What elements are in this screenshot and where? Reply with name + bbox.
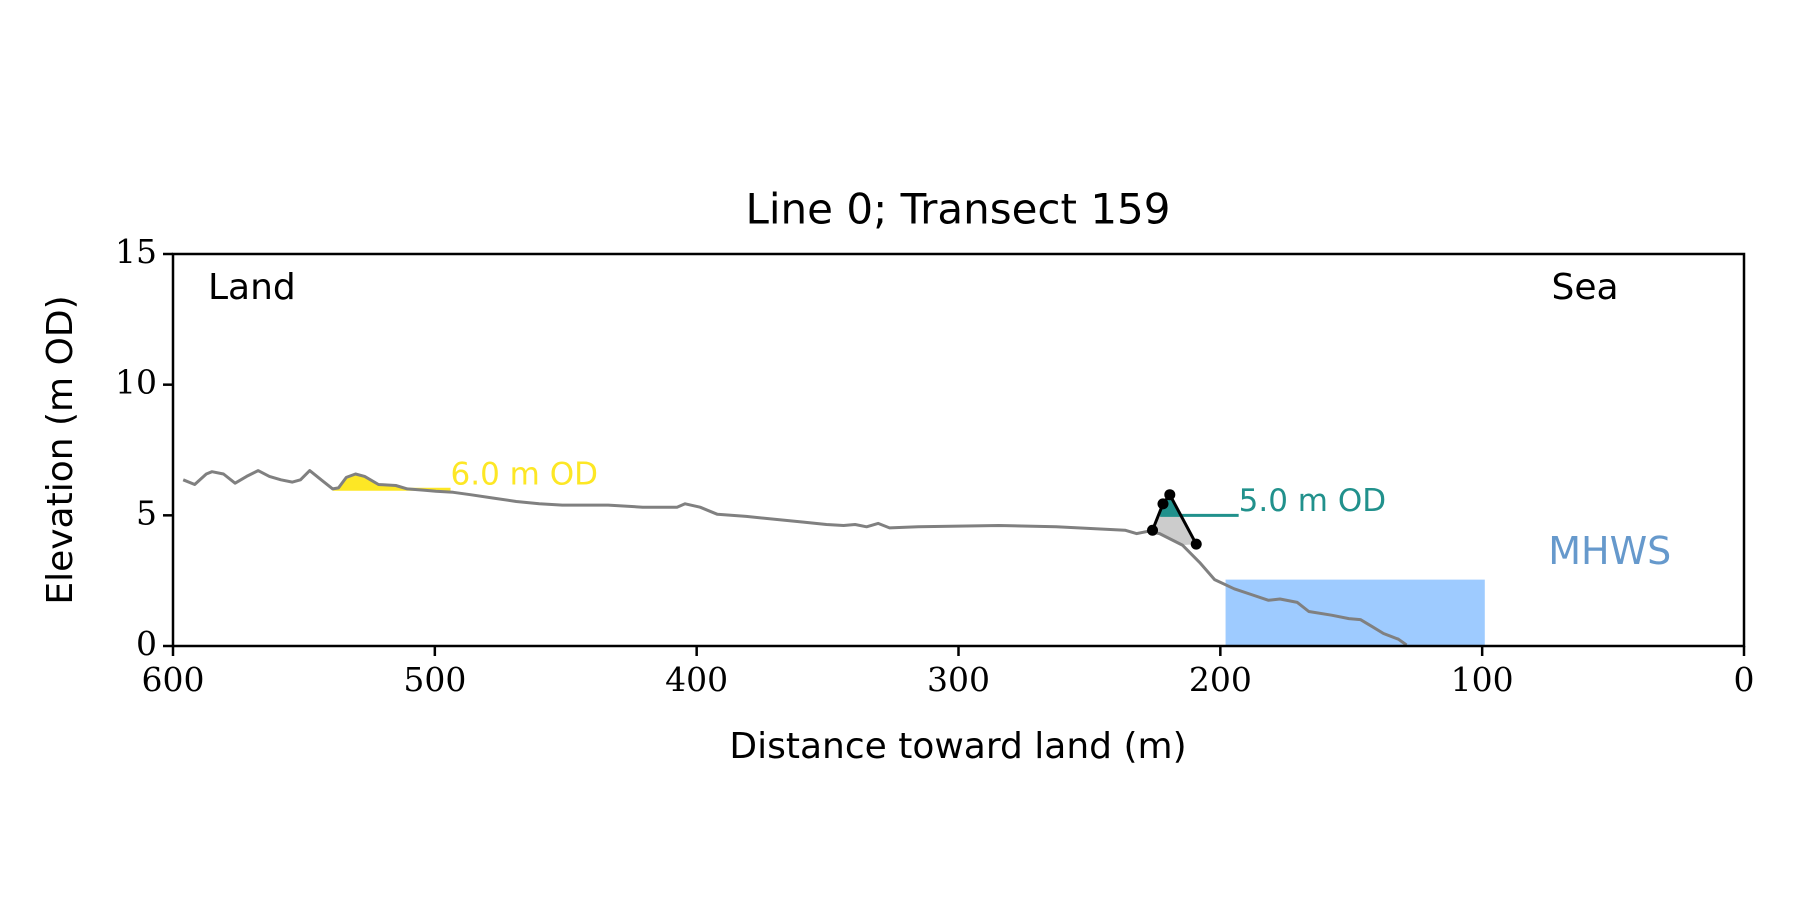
- land-label: Land: [208, 267, 296, 308]
- threshold-label: 6.0 m OD: [451, 457, 598, 493]
- mhws-area: [1225, 579, 1485, 646]
- chart-title: Line 0; Transect 159: [745, 185, 1170, 234]
- x-tick-label: 600: [142, 660, 205, 699]
- y-axis-label: Elevation (m OD): [40, 295, 81, 604]
- x-tick-label: 100: [1451, 660, 1514, 699]
- x-tick-label: 200: [1189, 660, 1252, 699]
- x-tick-label: 0: [1734, 660, 1755, 699]
- sea-label: Sea: [1551, 267, 1618, 308]
- x-tick-label: 500: [403, 660, 466, 699]
- dune-line: [1151, 493, 1198, 545]
- y-tick-label: 15: [115, 232, 157, 271]
- profile-line: [182, 469, 1408, 647]
- dune-point: [1147, 524, 1159, 536]
- threshold-fill: [1160, 494, 1181, 516]
- threshold-label: 5.0 m OD: [1239, 483, 1386, 519]
- plot-frame: [171, 252, 1746, 648]
- dune-point: [1164, 489, 1176, 501]
- x-axis-label: Distance toward land (m): [729, 726, 1186, 767]
- y-tick-label: 5: [136, 493, 157, 532]
- x-tick-label: 300: [927, 660, 990, 699]
- dune-point: [1157, 498, 1169, 510]
- y-tick-label: 0: [136, 624, 157, 663]
- mhws-label: MHWS: [1548, 529, 1671, 573]
- x-tick-label: 400: [665, 660, 728, 699]
- y-tick-label: 10: [115, 363, 157, 402]
- dune-point: [1190, 538, 1202, 550]
